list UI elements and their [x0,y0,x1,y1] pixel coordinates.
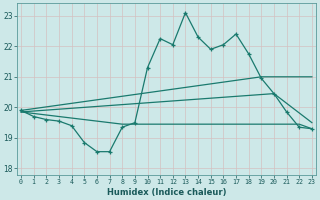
X-axis label: Humidex (Indice chaleur): Humidex (Indice chaleur) [107,188,226,197]
